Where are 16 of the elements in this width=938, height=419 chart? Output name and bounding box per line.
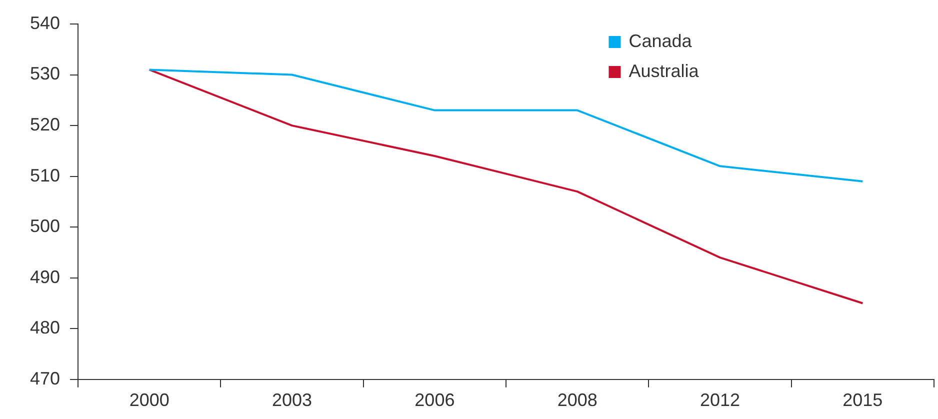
- y-tick-label: 540: [30, 12, 60, 33]
- y-tick-label: 530: [30, 64, 60, 84]
- x-tick-label: 2012: [700, 390, 740, 410]
- y-tick-label: 480: [30, 318, 60, 338]
- y-tick-label: 510: [30, 165, 60, 186]
- y-tick-label: 470: [30, 368, 60, 388]
- x-tick-label: 2015: [842, 390, 883, 410]
- y-tick-label: 490: [30, 266, 60, 287]
- y-tick-label: 520: [30, 114, 60, 135]
- x-tick-label: 2003: [272, 390, 312, 410]
- x-tick-label: 2006: [414, 390, 455, 410]
- x-tick-label: 2000: [129, 390, 170, 410]
- legend-label: Canada: [628, 30, 693, 51]
- legend-label: Australia: [628, 60, 700, 81]
- y-tick-label: 500: [30, 216, 60, 236]
- x-tick-label: 2008: [557, 390, 598, 410]
